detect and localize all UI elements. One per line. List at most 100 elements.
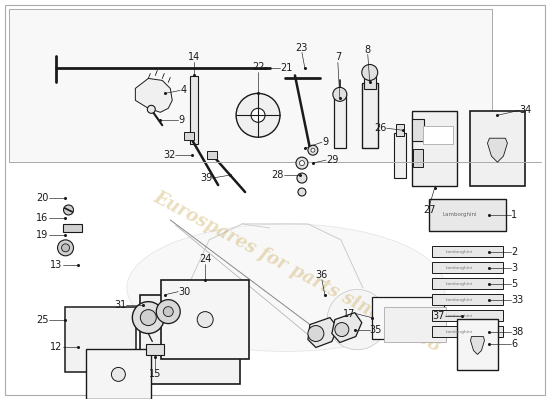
Text: 32: 32 (163, 150, 175, 160)
Bar (394, 133, 406, 178)
Polygon shape (308, 318, 338, 348)
Text: Lamborghini: Lamborghini (446, 298, 473, 302)
Bar (432, 310, 503, 321)
Text: 39: 39 (200, 173, 212, 183)
Text: Lamborghini: Lamborghini (446, 330, 473, 334)
Circle shape (147, 105, 155, 113)
Circle shape (197, 312, 213, 328)
Polygon shape (487, 138, 508, 162)
Text: 26: 26 (375, 123, 387, 133)
Text: Eurospares for parts since 1988: Eurospares for parts since 1988 (150, 188, 444, 356)
Circle shape (156, 300, 180, 324)
Text: 19: 19 (36, 230, 48, 240)
Bar (207, 151, 217, 159)
Text: 7: 7 (335, 52, 341, 62)
Text: 13: 13 (50, 260, 63, 270)
Text: 25: 25 (36, 314, 48, 324)
Bar (412, 111, 457, 186)
Bar (364, 72, 376, 89)
Text: 35: 35 (370, 324, 382, 334)
Text: 38: 38 (512, 326, 524, 336)
Circle shape (308, 145, 318, 155)
Circle shape (184, 290, 245, 350)
Text: 28: 28 (272, 170, 284, 180)
Text: 6: 6 (512, 340, 518, 350)
Bar (146, 344, 164, 356)
Circle shape (362, 64, 378, 80)
Text: 16: 16 (36, 213, 48, 223)
Text: 37: 37 (432, 310, 444, 320)
Text: 34: 34 (519, 105, 532, 115)
Bar (432, 262, 503, 273)
Circle shape (140, 310, 156, 326)
Bar (64, 307, 136, 372)
Ellipse shape (127, 224, 445, 352)
Circle shape (62, 244, 69, 252)
Text: 31: 31 (114, 300, 126, 310)
Text: 14: 14 (188, 52, 200, 62)
Circle shape (335, 322, 349, 336)
Bar (411, 119, 424, 141)
Text: Lamborghini: Lamborghini (442, 212, 477, 218)
Text: 1: 1 (512, 210, 518, 220)
Bar (395, 124, 404, 136)
Circle shape (133, 302, 164, 334)
Bar (470, 111, 525, 186)
Circle shape (308, 326, 324, 342)
Bar (422, 126, 453, 144)
Circle shape (182, 330, 199, 348)
Text: 8: 8 (365, 44, 371, 54)
Text: 17: 17 (343, 309, 356, 319)
Circle shape (299, 161, 305, 166)
Bar (334, 93, 346, 148)
Circle shape (251, 108, 265, 122)
Bar (432, 294, 503, 305)
Polygon shape (470, 336, 485, 354)
Bar (9, 9, 492, 162)
Polygon shape (135, 78, 172, 112)
Text: 24: 24 (199, 254, 211, 264)
Circle shape (296, 157, 308, 169)
Text: 12: 12 (50, 342, 63, 352)
Text: 9: 9 (322, 137, 328, 147)
Circle shape (311, 148, 315, 152)
Bar (362, 83, 378, 148)
Text: 2: 2 (512, 247, 518, 257)
Text: 15: 15 (149, 370, 162, 380)
Text: 20: 20 (36, 193, 48, 203)
Bar (161, 280, 249, 360)
Circle shape (333, 87, 347, 101)
Text: Lamborghini: Lamborghini (446, 282, 473, 286)
Bar (184, 132, 194, 140)
Text: 29: 29 (326, 155, 338, 165)
Circle shape (297, 173, 307, 183)
Bar (412, 149, 422, 167)
Bar (140, 295, 240, 384)
Bar (372, 297, 443, 338)
Text: Lamborghini: Lamborghini (446, 266, 473, 270)
Bar (63, 224, 82, 232)
Text: 21: 21 (280, 64, 293, 74)
Bar (432, 246, 503, 257)
Text: 23: 23 (296, 42, 308, 52)
Text: 5: 5 (512, 279, 518, 289)
Text: 3: 3 (512, 263, 518, 273)
Bar (428, 199, 507, 231)
Text: 22: 22 (252, 62, 265, 72)
Circle shape (298, 188, 306, 196)
Text: 30: 30 (178, 287, 190, 297)
Circle shape (327, 290, 387, 350)
Bar (432, 326, 503, 337)
Circle shape (163, 307, 173, 316)
Bar (190, 76, 198, 144)
Bar (384, 307, 446, 342)
Circle shape (236, 93, 280, 137)
Polygon shape (332, 313, 362, 342)
Text: 33: 33 (512, 295, 524, 305)
Text: 9: 9 (178, 115, 184, 125)
Bar (86, 350, 151, 399)
Text: 27: 27 (424, 205, 436, 215)
Text: 36: 36 (316, 270, 328, 280)
Text: 4: 4 (180, 85, 186, 95)
Text: Lamborghini: Lamborghini (446, 314, 473, 318)
